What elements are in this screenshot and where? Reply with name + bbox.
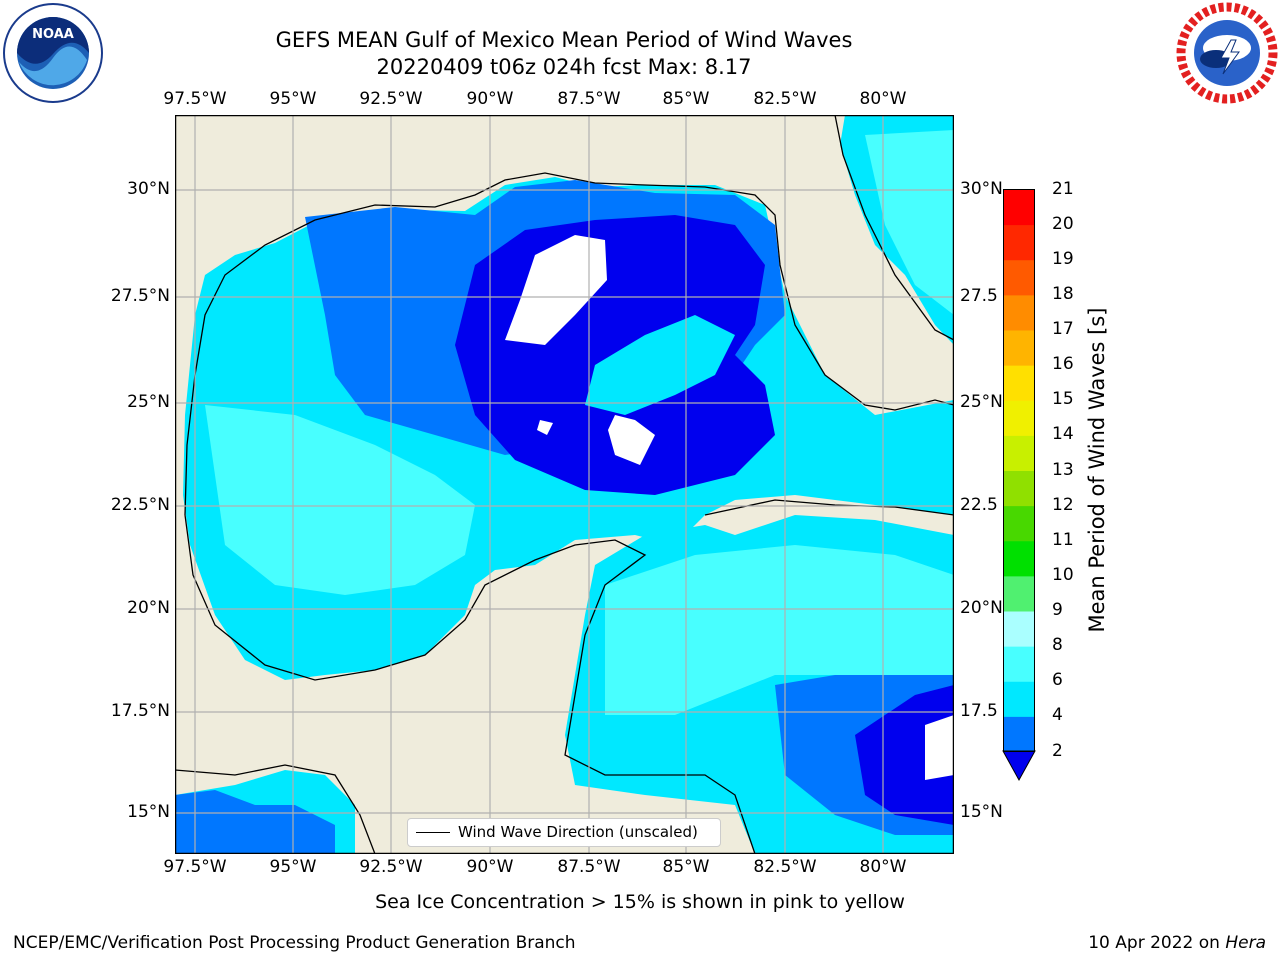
colorbar-tick-label: 2 bbox=[1052, 740, 1063, 761]
gulf-map bbox=[175, 115, 954, 854]
right-lat-tick: 30°N bbox=[960, 179, 1003, 199]
colorbar-segment bbox=[1003, 330, 1035, 366]
colorbar-segment bbox=[1003, 646, 1035, 682]
left-lat-tick: 25°N bbox=[127, 392, 170, 412]
bottom-lon-tick: 95°W bbox=[269, 857, 317, 877]
light-cyan-band bbox=[605, 545, 954, 715]
colorbar-segment bbox=[1003, 259, 1035, 296]
run-date-text: 10 Apr 2022 on bbox=[1088, 933, 1220, 953]
colorbar-segment bbox=[1003, 716, 1035, 752]
no-data-patch bbox=[925, 715, 954, 780]
colorbar-segment bbox=[1003, 365, 1035, 401]
colorbar-tick-label: 9 bbox=[1052, 600, 1063, 620]
top-lon-tick: 90°W bbox=[466, 89, 514, 109]
no-data-patch bbox=[608, 415, 655, 465]
right-lat-tick: 25°N bbox=[960, 392, 1003, 412]
colorbar-tick-label: 4 bbox=[1052, 705, 1063, 726]
run-host: Hera bbox=[1225, 933, 1266, 953]
right-lat-tick: 27.5 bbox=[960, 286, 998, 306]
top-lon-tick: 95°W bbox=[269, 89, 317, 109]
bottom-lon-tick: 97.5°W bbox=[163, 857, 227, 877]
colorbar-tick-label: 14 bbox=[1052, 424, 1074, 445]
colorbar-title: Mean Period of Wind Waves [s] bbox=[1085, 307, 1109, 633]
blue-region bbox=[175, 790, 335, 854]
colorbar-tick-label: 20 bbox=[1052, 213, 1074, 234]
colorbar-segments bbox=[1003, 189, 1035, 752]
cyan-inclusion bbox=[585, 315, 735, 415]
right-lat-tick: 22.5 bbox=[960, 495, 998, 515]
top-lon-tick: 85°W bbox=[662, 89, 710, 109]
left-lat-tick: 17.5°N bbox=[110, 701, 170, 721]
colorbar-tick-label: 6 bbox=[1052, 670, 1063, 691]
bottom-lon-tick: 87.5°W bbox=[557, 857, 621, 877]
colorbar-extend-arrow bbox=[1002, 750, 1036, 782]
legend-line-icon bbox=[416, 832, 450, 833]
noaa-logo: NOAA bbox=[3, 3, 103, 103]
colorbar-segment bbox=[1003, 575, 1035, 612]
colorbar-tick-label: 10 bbox=[1052, 564, 1074, 585]
colorbar-tick-label: 17 bbox=[1052, 319, 1074, 339]
bottom-lon-tick: 90°W bbox=[466, 857, 514, 877]
coastlines bbox=[175, 115, 954, 854]
left-lat-tick: 30°N bbox=[127, 179, 170, 199]
bottom-lon-tick: 82.5°W bbox=[753, 857, 817, 877]
left-lat-tick: 15°N bbox=[127, 802, 170, 822]
nws-logo bbox=[1176, 2, 1278, 104]
right-lat-tick: 20°N bbox=[960, 598, 1003, 618]
no-data-patch bbox=[537, 420, 553, 435]
legend-label: Wind Wave Direction (unscaled) bbox=[458, 823, 698, 841]
colorbar-tick-label: 13 bbox=[1052, 459, 1074, 480]
colorbar-segment bbox=[1003, 681, 1035, 717]
bottom-lon-tick: 80°W bbox=[859, 857, 907, 877]
colorbar-tick-label: 21 bbox=[1052, 178, 1074, 199]
map-title: GEFS MEAN Gulf of Mexico Mean Period of … bbox=[275, 28, 853, 52]
map-legend: Wind Wave Direction (unscaled) bbox=[407, 818, 721, 847]
left-lat-tick: 22.5°N bbox=[110, 495, 170, 515]
top-lon-tick: 87.5°W bbox=[557, 89, 621, 109]
colorbar-tick-label: 18 bbox=[1052, 283, 1074, 304]
light-cyan-band bbox=[205, 405, 475, 595]
colorbar-segment bbox=[1003, 435, 1035, 471]
sea-ice-note: Sea Ice Concentration > 15% is shown in … bbox=[375, 891, 905, 913]
colorbar-segment bbox=[1003, 294, 1035, 331]
bottom-lon-tick: 85°W bbox=[662, 857, 710, 877]
colorbar-tick-label: 11 bbox=[1052, 529, 1074, 550]
bottom-lon-tick: 92.5°W bbox=[359, 857, 423, 877]
branch-credit: NCEP/EMC/Verification Post Processing Pr… bbox=[13, 933, 576, 953]
top-lon-tick: 97.5°W bbox=[163, 89, 227, 109]
colorbar-tick-label: 12 bbox=[1052, 494, 1074, 515]
colorbar-tick-label: 8 bbox=[1052, 635, 1063, 656]
top-lon-tick: 92.5°W bbox=[359, 89, 423, 109]
right-lat-tick: 15°N bbox=[960, 802, 1003, 822]
top-lon-tick: 82.5°W bbox=[753, 89, 817, 109]
colorbar-segment bbox=[1003, 540, 1035, 577]
colorbar-segment bbox=[1003, 189, 1035, 226]
map-subtitle: 20220409 t06z 024h fcst Max: 8.17 bbox=[376, 55, 752, 79]
left-lat-tick: 20°N bbox=[127, 598, 170, 618]
no-data-patch bbox=[505, 235, 607, 345]
light-cyan-band bbox=[865, 130, 954, 315]
top-lon-tick: 80°W bbox=[859, 89, 907, 109]
colorbar-tick-label: 19 bbox=[1052, 248, 1074, 269]
right-lat-tick: 17.5 bbox=[960, 701, 998, 721]
colorbar-segment bbox=[1003, 611, 1035, 647]
colorbar-tick-label: 15 bbox=[1052, 389, 1074, 410]
graticule bbox=[175, 115, 954, 854]
run-date: 10 Apr 2022 on Hera bbox=[1088, 933, 1266, 953]
dark-blue-region bbox=[855, 685, 954, 825]
left-lat-tick: 27.5°N bbox=[110, 286, 170, 306]
colorbar-tick-label: 16 bbox=[1052, 354, 1074, 375]
colorbar-segment bbox=[1003, 224, 1035, 261]
noaa-logo-text: NOAA bbox=[32, 27, 74, 42]
colorbar-segment bbox=[1003, 470, 1035, 507]
colorbar-segment bbox=[1003, 400, 1035, 436]
colorbar bbox=[1002, 189, 1036, 782]
colorbar-segment bbox=[1003, 505, 1035, 542]
